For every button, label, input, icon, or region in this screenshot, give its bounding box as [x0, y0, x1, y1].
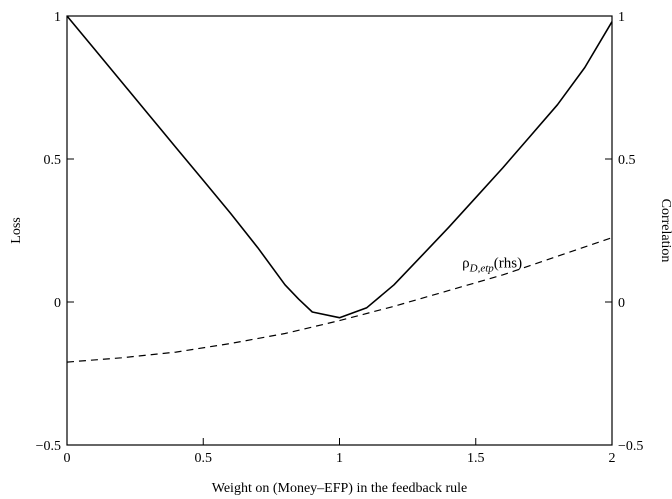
- x-axis-label: Weight on (Money–EFP) in the feedback ru…: [212, 481, 467, 496]
- loss-series-line: [66, 15, 613, 319]
- y-right-tick-label-1: 0: [618, 296, 625, 311]
- rho-annotation: ρD,etp(rhs): [462, 256, 522, 275]
- ticks-group: 0 0.5 1 1.5 2−0.500.51−0.500.51: [36, 10, 644, 466]
- y-right-tick-label-3: 1: [618, 10, 625, 25]
- y-left-tick-label-3: 1: [54, 10, 61, 25]
- x-tick-label-2: 1: [336, 451, 343, 466]
- x-tick-label-4: 2: [609, 451, 616, 466]
- y-left-tick-label-2: 0.5: [44, 153, 62, 168]
- y-left-tick-label-1: 0: [54, 296, 61, 311]
- y-axis-left-label: Loss: [9, 217, 24, 243]
- rho-subscript: D,etp: [469, 263, 495, 275]
- y-axis-right-label: Correlation: [658, 199, 672, 263]
- rho-symbol: ρ: [462, 256, 470, 272]
- correlation-series-line: [66, 237, 613, 363]
- x-tick-label-3: 1.5: [467, 451, 485, 466]
- y-right-tick-label-0: −0.5: [618, 439, 643, 454]
- x-tick-label-0: 0: [64, 451, 71, 466]
- x-tick-label-1: 0.5: [195, 451, 213, 466]
- rho-suffix: (rhs): [494, 256, 522, 272]
- plot-frame: [66, 15, 613, 446]
- series-group: [66, 15, 613, 363]
- y-left-tick-label-0: −0.5: [36, 439, 61, 454]
- y-right-tick-label-2: 0.5: [618, 153, 636, 168]
